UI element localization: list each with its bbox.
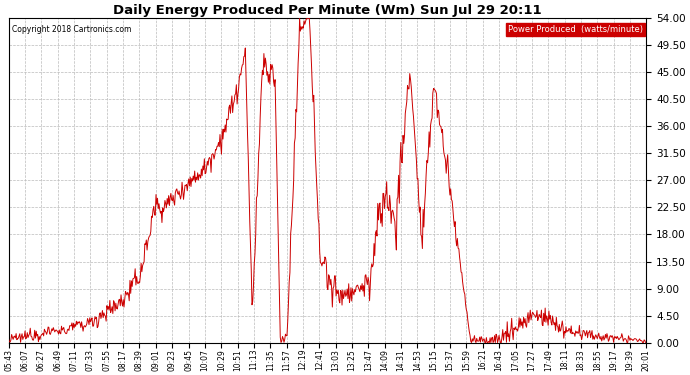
Text: Power Produced  (watts/minute): Power Produced (watts/minute) <box>508 25 643 34</box>
Title: Daily Energy Produced Per Minute (Wm) Sun Jul 29 20:11: Daily Energy Produced Per Minute (Wm) Su… <box>113 4 542 17</box>
Text: Copyright 2018 Cartronics.com: Copyright 2018 Cartronics.com <box>12 25 131 34</box>
